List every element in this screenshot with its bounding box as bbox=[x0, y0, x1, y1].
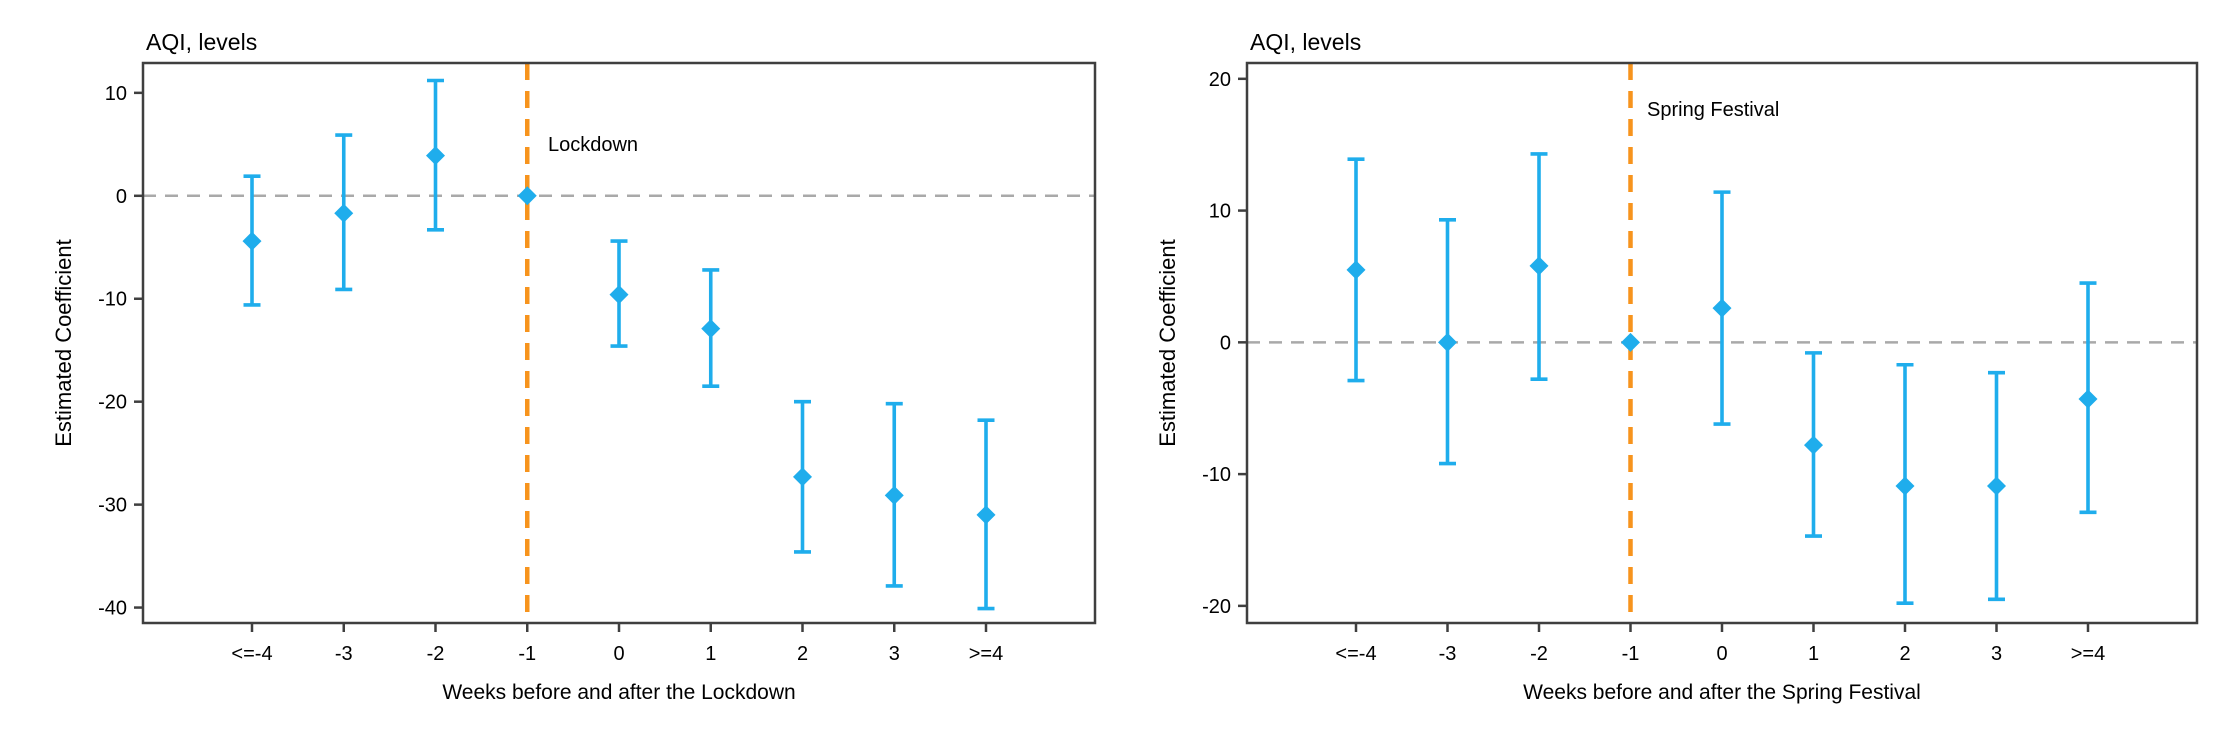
x-tick-label: <=-4 bbox=[1335, 643, 1376, 665]
x-tick-label: 2 bbox=[1899, 643, 1910, 665]
event-annotation-lockdown: Lockdown bbox=[548, 134, 639, 156]
y-tick-label: -30 bbox=[98, 495, 127, 517]
data-point-diamond bbox=[976, 505, 996, 525]
x-tick-label: -3 bbox=[1439, 643, 1457, 665]
y-tick-label: -20 bbox=[98, 392, 127, 414]
y-tick-label: -20 bbox=[1202, 596, 1231, 618]
data-point-diamond bbox=[517, 186, 537, 206]
data-point-diamond bbox=[609, 285, 629, 305]
y-tick-label: -10 bbox=[98, 289, 127, 311]
data-point-diamond bbox=[1529, 256, 1549, 276]
data-point-diamond bbox=[1712, 298, 1732, 318]
y-tick-label: -10 bbox=[1202, 464, 1231, 486]
y-tick-label: 0 bbox=[1220, 332, 1231, 354]
y-tick-label: 10 bbox=[105, 83, 127, 105]
data-point-diamond bbox=[426, 146, 445, 166]
x-tick-label: 2 bbox=[797, 643, 808, 665]
y-tick-label: 0 bbox=[116, 186, 127, 208]
y-tick-label: 20 bbox=[1209, 69, 1231, 91]
panel-0: 100-10-20-30-40<=-4 -3 -2 -1 0 1 2 3 >=4 bbox=[98, 61, 1097, 665]
x-tick-label: 1 bbox=[1808, 643, 1819, 665]
y-tick-label: -40 bbox=[98, 598, 127, 620]
data-point-diamond bbox=[1621, 332, 1640, 352]
data-point-diamond bbox=[701, 319, 721, 339]
data-point-diamond bbox=[242, 231, 262, 251]
x-tick-label: 0 bbox=[613, 643, 624, 665]
x-tick-label: >=4 bbox=[969, 643, 1003, 665]
y-axis-title-left: Estimated Coefficient bbox=[51, 239, 76, 447]
x-tick-label: 1 bbox=[705, 643, 716, 665]
data-point-diamond bbox=[1438, 332, 1457, 352]
y-axis-title-right: Estimated Coefficient bbox=[1155, 239, 1180, 447]
data-point-diamond bbox=[1804, 435, 1823, 455]
x-tick-label: -3 bbox=[335, 643, 353, 665]
event-annotation-spring-festival: Spring Festival bbox=[1647, 99, 1780, 121]
x-tick-label: 3 bbox=[889, 643, 900, 665]
x-axis-title-left: Weeks before and after the Lockdown bbox=[442, 681, 796, 704]
data-point-diamond bbox=[1346, 260, 1366, 280]
data-point-diamond bbox=[2078, 389, 2098, 409]
data-point-diamond bbox=[793, 467, 812, 487]
x-tick-label: 0 bbox=[1716, 643, 1727, 665]
x-tick-label: -1 bbox=[518, 643, 536, 665]
x-tick-label: -2 bbox=[427, 643, 445, 665]
data-point-diamond bbox=[1895, 476, 1915, 496]
x-axis-title-right: Weeks before and after the Spring Festiv… bbox=[1523, 681, 1921, 704]
data-point-diamond bbox=[1987, 476, 2006, 496]
x-tick-label: -1 bbox=[1622, 643, 1640, 665]
y-tick-label: 10 bbox=[1209, 201, 1231, 223]
data-point-diamond bbox=[884, 485, 904, 505]
panel-title-right: AQI, levels bbox=[1250, 29, 1362, 55]
x-tick-label: 3 bbox=[1991, 643, 2002, 665]
x-tick-label: -2 bbox=[1530, 643, 1548, 665]
data-point-diamond bbox=[334, 203, 354, 223]
x-tick-label: >=4 bbox=[2071, 643, 2105, 665]
x-tick-label: <=-4 bbox=[231, 643, 272, 665]
panel-title-left: AQI, levels bbox=[146, 29, 258, 55]
